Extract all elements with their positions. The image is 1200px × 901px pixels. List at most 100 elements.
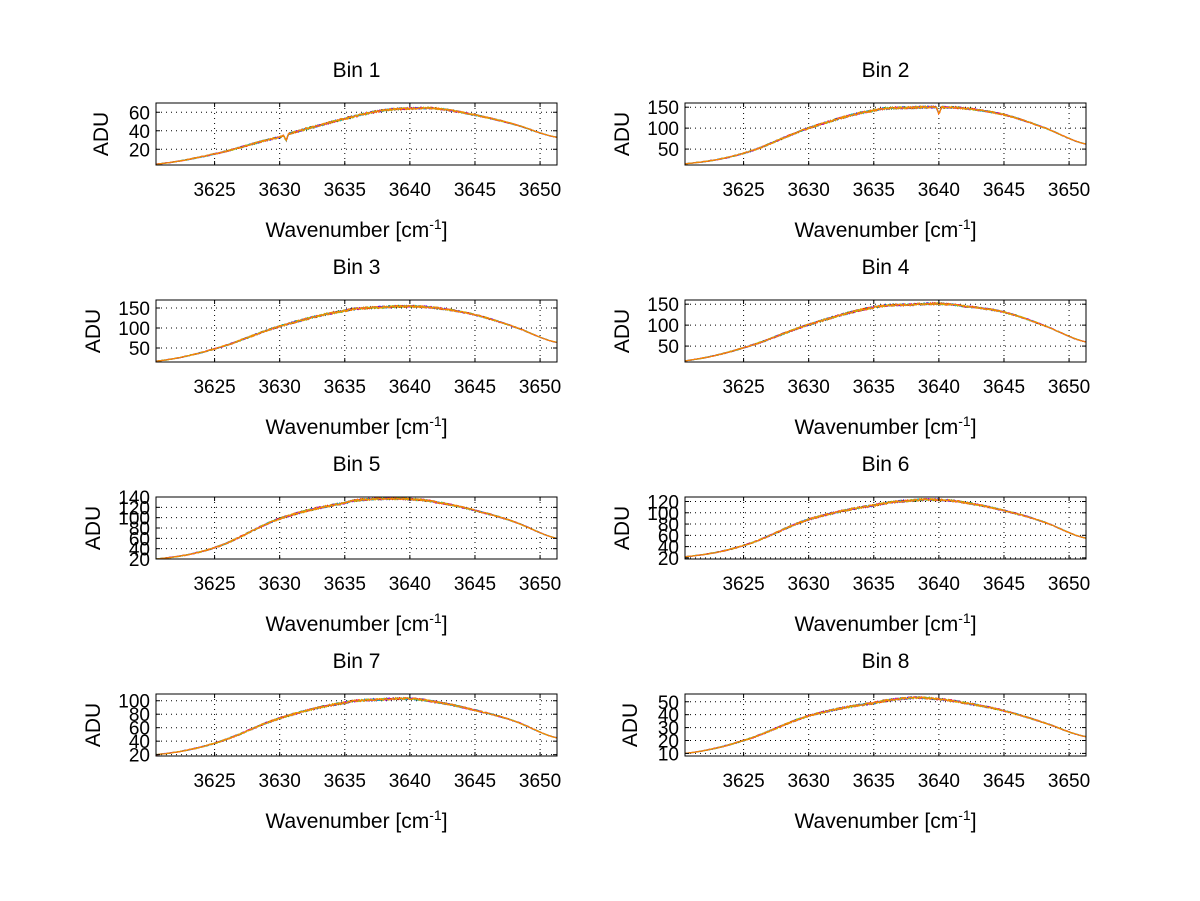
y-tick-label: 60 (658, 526, 679, 547)
x-tick-label: 3645 (983, 771, 1025, 792)
axes-frame (155, 299, 558, 363)
x-tick-label: 3625 (722, 574, 764, 595)
x-tick-label: 3650 (519, 377, 561, 398)
x-tick-label: 3625 (722, 180, 764, 201)
spectrum-series-7 (684, 105, 1087, 165)
y-tick-label: 50 (658, 140, 679, 161)
spectrum-series-7 (156, 496, 558, 560)
x-tick-label: 3630 (259, 574, 301, 595)
x-axis-label: Wavenumber [cm-1] (794, 216, 976, 242)
x-tick-label: 3635 (853, 180, 895, 201)
x-tick-label: 3630 (788, 574, 830, 595)
spectrum-series-1 (155, 697, 558, 756)
x-tick-label: 3640 (389, 574, 431, 595)
spectrum-series-4 (684, 696, 1087, 755)
subplot-title: Bin 1 (333, 59, 381, 82)
y-axis-label: ADU (82, 506, 105, 550)
y-tick-label: 10 (658, 744, 679, 765)
spectrum-series-6 (684, 301, 1087, 362)
spectrum-series-4 (156, 304, 557, 362)
x-axis-label: Wavenumber [cm-1] (265, 807, 447, 833)
y-axis-label: ADU (619, 703, 642, 747)
x-tick-label: 3645 (454, 377, 496, 398)
y-tick-label: 80 (658, 515, 679, 536)
y-tick-label: 40 (658, 706, 679, 727)
y-axis-label: ADU (82, 309, 105, 353)
subplot-title: Bin 7 (333, 650, 381, 673)
subplot-title: Bin 5 (333, 453, 381, 476)
y-tick-label: 20 (129, 140, 150, 161)
spectrum-series-5 (684, 105, 1087, 165)
spectrum-series-1 (684, 695, 1087, 754)
x-tick-label: 3625 (722, 377, 764, 398)
spectrum-series-5 (156, 696, 558, 756)
x-tick-label: 3645 (983, 377, 1025, 398)
spectrum-series-2 (155, 697, 558, 756)
subplot-title: Bin 3 (333, 256, 381, 279)
spectrum-series-6 (155, 304, 558, 362)
y-tick-label: 20 (658, 732, 679, 753)
axes-frame (155, 693, 558, 757)
x-tick-label: 3630 (788, 180, 830, 201)
spectrum-series-5 (155, 304, 558, 362)
spectrum-series-3 (684, 105, 1087, 165)
axes-frame (684, 693, 1087, 757)
spectrum-series-3 (155, 304, 558, 362)
spectrum-series-4 (684, 302, 1087, 362)
y-axis-label: ADU (611, 506, 634, 550)
spectrum-series-5 (684, 497, 1086, 558)
x-tick-label: 3635 (853, 377, 895, 398)
x-tick-label: 3625 (193, 574, 235, 595)
x-tick-label: 3635 (853, 771, 895, 792)
x-tick-label: 3650 (519, 180, 561, 201)
spectrum-series-6 (155, 106, 558, 165)
spectrum-series-6 (684, 497, 1087, 558)
y-tick-label: 100 (647, 504, 679, 525)
x-tick-label: 3640 (918, 574, 960, 595)
x-axis-label: Wavenumber [cm-1] (265, 216, 447, 242)
x-tick-label: 3625 (193, 771, 235, 792)
spectrum-series-3 (155, 696, 558, 756)
x-tick-label: 3625 (193, 377, 235, 398)
y-tick-label: 100 (118, 509, 150, 530)
spectrum-series-2 (684, 302, 1086, 362)
x-tick-label: 3645 (454, 574, 496, 595)
y-tick-label: 100 (647, 119, 679, 140)
axes-frame (155, 102, 558, 166)
y-tick-label: 20 (129, 746, 150, 767)
x-tick-label: 3645 (983, 180, 1025, 201)
y-tick-label: 80 (129, 705, 150, 726)
x-tick-label: 3630 (259, 377, 301, 398)
x-tick-label: 3635 (853, 574, 895, 595)
spectrum-series-5 (684, 696, 1086, 755)
x-tick-label: 3635 (324, 377, 366, 398)
spectrum-series-7 (155, 304, 558, 362)
spectrum-series-2 (155, 304, 558, 362)
x-tick-label: 3630 (259, 771, 301, 792)
x-tick-label: 3640 (918, 377, 960, 398)
x-axis-label: Wavenumber [cm-1] (794, 413, 976, 439)
x-tick-label: 3645 (454, 771, 496, 792)
y-tick-label: 100 (647, 316, 679, 337)
spectrum-series-4 (684, 105, 1086, 165)
spectrum-series-1 (684, 105, 1087, 165)
spectrum-series-7 (684, 497, 1087, 558)
y-tick-label: 40 (658, 538, 679, 559)
spectrum-series-4 (684, 498, 1087, 558)
x-tick-label: 3630 (788, 771, 830, 792)
subplot-title: Bin 6 (862, 453, 910, 476)
y-tick-label: 20 (129, 550, 150, 571)
spectrum-series-5 (684, 301, 1087, 362)
x-tick-label: 3640 (389, 771, 431, 792)
y-tick-label: 80 (129, 519, 150, 540)
y-tick-label: 40 (129, 122, 150, 143)
y-tick-label: 150 (647, 98, 679, 119)
spectrum-series-2 (684, 497, 1087, 558)
axes-frame (684, 496, 1087, 560)
x-tick-label: 3635 (324, 771, 366, 792)
